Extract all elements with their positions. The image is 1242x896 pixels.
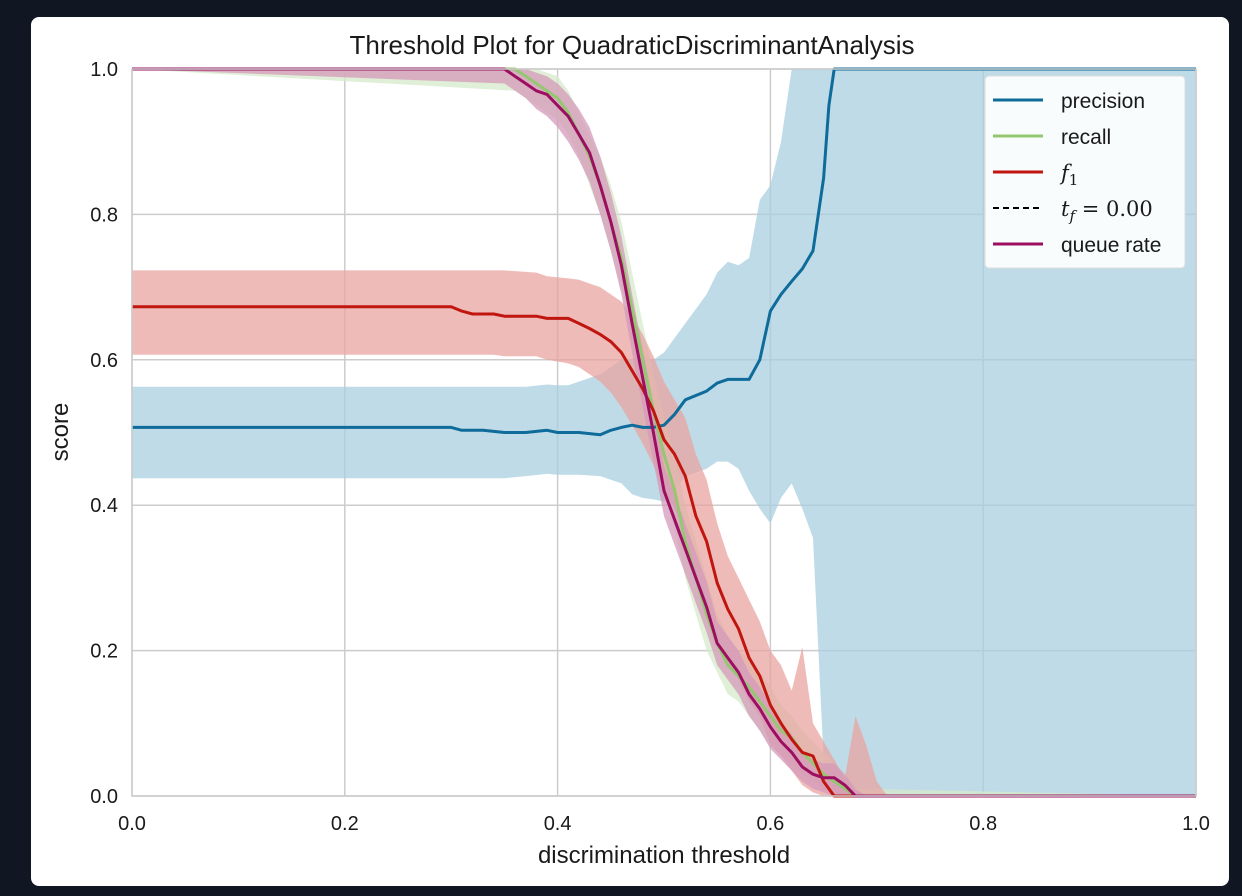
x-tick-labels: 0.0 0.2 0.4 0.6 0.8 1.0 — [118, 813, 1210, 835]
legend-label: recall — [1061, 126, 1111, 149]
x-tick-label: 0.6 — [756, 813, 784, 835]
chart-card: Threshold Plot for QuadraticDiscriminant… — [31, 17, 1229, 886]
x-tick-label: 1.0 — [1182, 813, 1210, 835]
legend-label: queue rate — [1061, 234, 1161, 257]
x-tick-label: 0.0 — [118, 813, 146, 835]
y-tick-label: 0.4 — [90, 495, 118, 517]
legend: precision recall f1 tf = 0.00 queue rate — [984, 75, 1186, 269]
y-tick-label: 1.0 — [90, 59, 118, 81]
y-tick-label: 0.6 — [90, 350, 118, 372]
f1-line — [132, 305, 1196, 798]
x-tick-label: 0.4 — [544, 813, 572, 835]
y-axis-label: score — [47, 403, 74, 462]
x-tick-label: 0.2 — [331, 813, 359, 835]
threshold-plot: Threshold Plot for QuadraticDiscriminant… — [47, 30, 1210, 869]
plot-frame — [131, 68, 1197, 797]
x-axis-label: discrimination threshold — [538, 842, 790, 869]
legend-label: precision — [1061, 90, 1145, 113]
queue-rate-line — [132, 67, 1196, 798]
y-tick-label: 0.2 — [90, 641, 118, 663]
precision-line — [132, 67, 1196, 437]
legend-label: tf = 0.00 — [1061, 197, 1153, 225]
series-lines — [132, 67, 1196, 798]
f1-band — [132, 270, 1196, 796]
y-tick-labels: 0.0 0.2 0.4 0.6 0.8 1.0 — [90, 59, 118, 808]
x-tick-label: 0.8 — [969, 813, 997, 835]
legend-label: f1 — [1059, 161, 1078, 189]
y-tick-label: 0.0 — [90, 786, 118, 808]
chart-title: Threshold Plot for QuadraticDiscriminant… — [350, 30, 915, 60]
y-tick-label: 0.8 — [90, 204, 118, 226]
legend-box — [984, 75, 1186, 269]
confidence-bands — [132, 69, 1196, 796]
